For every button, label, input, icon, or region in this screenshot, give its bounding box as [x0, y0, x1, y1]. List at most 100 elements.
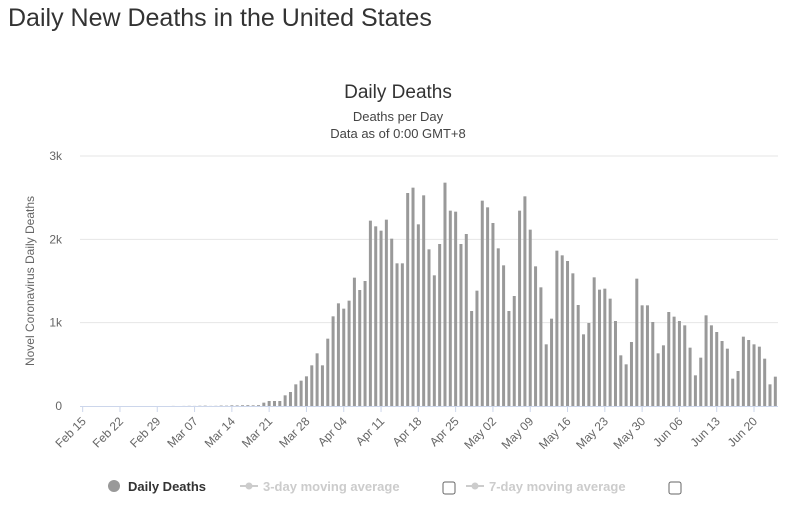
y-tick-label: 3k: [49, 149, 63, 163]
bar: [544, 344, 548, 406]
bar: [358, 290, 362, 406]
x-tick-label: May 16: [536, 414, 574, 452]
bar: [699, 357, 703, 406]
x-tick-label: May 02: [461, 414, 499, 452]
bar: [443, 182, 447, 406]
bar: [384, 219, 388, 406]
bar: [486, 207, 490, 406]
bar: [523, 196, 527, 406]
bar: [635, 278, 639, 406]
bar: [677, 321, 681, 406]
bar: [251, 405, 255, 406]
bar: [299, 380, 303, 406]
bar: [326, 338, 330, 406]
bar: [374, 226, 378, 406]
bar: [502, 265, 506, 406]
bar: [507, 311, 511, 406]
bar: [491, 223, 495, 406]
x-tick-label: Feb 15: [52, 414, 89, 451]
bar: [741, 336, 745, 406]
bar: [603, 288, 607, 406]
bar: [288, 392, 292, 406]
bar: [773, 376, 777, 406]
x-tick-label: Feb 22: [90, 414, 127, 451]
bar: [432, 275, 436, 406]
bar: [534, 266, 538, 406]
checkbox-7day[interactable]: [668, 481, 682, 495]
x-tick-label: Mar 14: [202, 414, 239, 451]
bar: [230, 405, 234, 406]
bar: [459, 244, 463, 406]
legend-label: 3-day moving average: [263, 479, 400, 494]
bar: [693, 375, 697, 406]
bar: [720, 341, 724, 406]
x-tick-label: Mar 21: [239, 414, 276, 451]
bar: [640, 305, 644, 406]
x-tick-label: Mar 07: [164, 414, 201, 451]
bar: [406, 193, 410, 406]
bar: [576, 305, 580, 406]
bar: [560, 255, 564, 406]
bar: [629, 342, 633, 406]
checkbox-3day[interactable]: [442, 481, 456, 495]
bar: [331, 316, 335, 406]
bar: [736, 371, 740, 406]
legend-item-3day-average[interactable]: 3-day moving average: [240, 479, 456, 495]
x-tick-label: Apr 25: [427, 414, 462, 449]
bar: [598, 289, 602, 406]
bar: [390, 238, 394, 406]
bar: [379, 230, 383, 406]
bar: [336, 303, 340, 406]
bar: [582, 334, 586, 406]
x-tick-label: Apr 18: [390, 414, 425, 449]
bar: [709, 325, 713, 406]
bar: [475, 290, 479, 406]
legend-item-daily-deaths[interactable]: Daily Deaths: [108, 479, 206, 494]
bar: [464, 234, 468, 406]
bar: [235, 405, 239, 406]
bar: [512, 296, 516, 406]
x-tick-label: Jun 13: [687, 414, 723, 450]
bar: [619, 355, 623, 406]
legend-marker-icon: [471, 482, 479, 490]
y-tick-label: 0: [55, 399, 62, 413]
bar: [427, 249, 431, 406]
bar: [470, 311, 474, 406]
bar: [645, 305, 649, 406]
bar: [283, 395, 287, 406]
bar: [395, 263, 399, 406]
x-tick-label: Apr 04: [315, 414, 350, 449]
bar: [241, 405, 245, 406]
bar: [651, 322, 655, 406]
bar: [267, 401, 271, 406]
x-tick-label: Mar 28: [276, 414, 313, 451]
bar: [278, 401, 282, 406]
legend-item-7day-average[interactable]: 7-day moving average: [466, 479, 682, 495]
bar: [672, 316, 676, 406]
bar: [262, 402, 266, 406]
y-tick-label: 2k: [49, 232, 63, 246]
bar: [416, 224, 420, 406]
bar: [613, 321, 617, 406]
y-axis-title: Novel Coronavirus Daily Deaths: [23, 196, 37, 366]
bar: [363, 281, 367, 406]
chart-subtitle-1: Deaths per Day: [353, 109, 444, 124]
x-tick-label: Feb 29: [127, 414, 164, 451]
bar: [624, 364, 628, 406]
bar: [587, 323, 591, 406]
bar: [528, 229, 532, 406]
bar: [480, 200, 484, 406]
bar: [571, 273, 575, 406]
bar: [725, 348, 729, 406]
bar: [763, 358, 767, 406]
x-tick-label: Jun 06: [650, 414, 686, 450]
bar: [272, 401, 276, 406]
bar: [411, 187, 415, 406]
x-tick-label: May 23: [573, 414, 611, 452]
bar: [368, 220, 372, 406]
bar: [256, 405, 260, 406]
bar: [315, 353, 319, 406]
x-tick-label: Apr 11: [353, 414, 388, 449]
bar: [342, 308, 346, 406]
